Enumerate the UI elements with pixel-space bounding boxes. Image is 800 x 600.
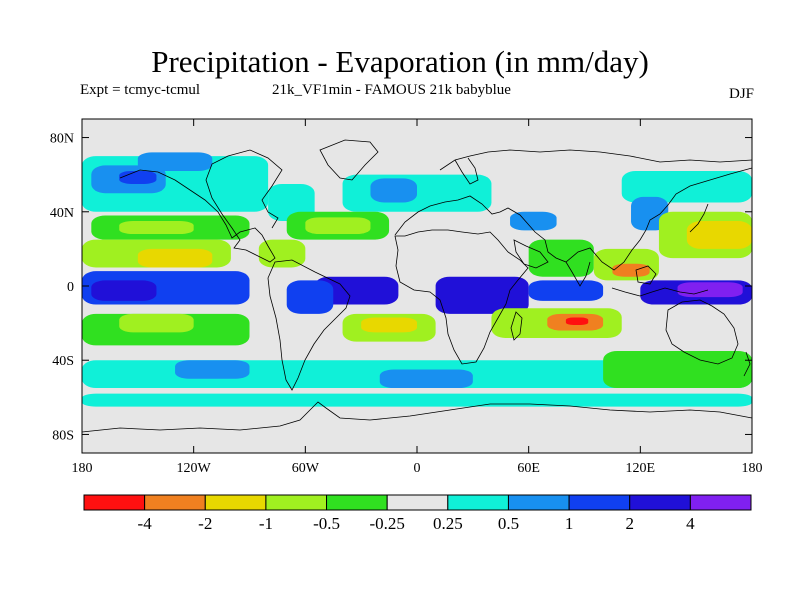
colorbar-label: 4 bbox=[686, 514, 695, 533]
coastline-madagascar bbox=[510, 311, 523, 341]
field-region bbox=[603, 350, 752, 389]
colorbar-label: 1 bbox=[565, 514, 574, 533]
x-tick-label: 60W bbox=[292, 461, 320, 476]
field-region bbox=[286, 280, 334, 314]
x-tick-label: 60E bbox=[517, 461, 540, 476]
x-tick-label: 0 bbox=[414, 461, 421, 476]
field-region bbox=[510, 211, 557, 231]
x-tick-label: 120W bbox=[177, 461, 212, 476]
colorbar: -4 -2 -1 -0.5 -0.25 0.25 0.5 1 2 4 bbox=[83, 494, 752, 533]
field-region bbox=[119, 313, 194, 333]
coastline-africa bbox=[394, 229, 529, 365]
coastline-antarctica bbox=[81, 401, 753, 433]
coastline-japan bbox=[689, 203, 709, 233]
experiment-label: Expt = tcmyc-tcmul bbox=[80, 82, 201, 98]
field-region bbox=[314, 276, 399, 305]
field-region bbox=[119, 170, 157, 184]
colorbar-label: 2 bbox=[625, 514, 634, 533]
colorbar-swatch bbox=[265, 494, 328, 511]
field-region bbox=[621, 170, 752, 203]
y-tick-label: 0 bbox=[67, 280, 74, 295]
colorbar-label: 0.5 bbox=[498, 514, 519, 533]
field-region bbox=[305, 217, 371, 235]
colorbar-swatch bbox=[204, 494, 267, 511]
coastline-greenland bbox=[319, 139, 379, 181]
field-region bbox=[137, 152, 213, 171]
colorbar-swatch bbox=[568, 494, 631, 511]
colorbar-swatch bbox=[326, 494, 388, 511]
y-tick-label: 40N bbox=[50, 206, 74, 221]
coastline-new-zealand bbox=[743, 351, 751, 377]
colorbar-swatch bbox=[386, 494, 449, 511]
coastline-eurasia bbox=[394, 167, 753, 271]
colorbar-swatch bbox=[507, 494, 570, 511]
y-tick-label: 80N bbox=[50, 132, 74, 147]
coastline-borneo bbox=[635, 265, 657, 285]
coastline-australia bbox=[665, 299, 739, 365]
colorbar-label: -4 bbox=[138, 514, 153, 533]
y-tick-label: 80S bbox=[52, 428, 74, 443]
colorbar-swatch bbox=[83, 494, 146, 511]
x-tick-label: 180 bbox=[742, 461, 763, 476]
coastline-layer bbox=[81, 139, 753, 433]
coastline-arabia bbox=[513, 239, 549, 269]
axis-layer: 180 120W 60W 0 60E 120E 180 80N 40N 0 40S 80S bbox=[50, 119, 763, 476]
field-region bbox=[119, 221, 194, 235]
season-label: DJF bbox=[728, 86, 754, 102]
field-layer bbox=[82, 119, 752, 453]
field-region bbox=[528, 280, 604, 301]
colorbar-swatch bbox=[629, 494, 691, 511]
colorbar-label: -0.25 bbox=[369, 514, 404, 533]
x-tick-label: 120E bbox=[626, 461, 656, 476]
field-region bbox=[677, 282, 743, 298]
field-region bbox=[528, 239, 594, 277]
colorbar-label: -2 bbox=[198, 514, 212, 533]
field-region bbox=[361, 317, 417, 333]
coastline-india bbox=[565, 261, 591, 287]
field-region bbox=[686, 221, 752, 249]
coastline-south-america bbox=[267, 259, 351, 391]
field-region bbox=[370, 178, 417, 203]
field-region bbox=[565, 317, 589, 325]
field-region bbox=[175, 360, 250, 379]
field-region bbox=[137, 248, 213, 268]
y-tick-label: 40S bbox=[52, 354, 74, 369]
coastline-north-america bbox=[119, 149, 283, 263]
coastline-scandinavia bbox=[454, 157, 479, 185]
chart-title: Precipitation - Evaporation (in mm/day) bbox=[151, 44, 649, 79]
coastline-indonesia bbox=[611, 287, 709, 297]
field-region bbox=[91, 280, 157, 301]
colorbar-label: 0.25 bbox=[433, 514, 463, 533]
run-label: 21k_VF1min - FAMOUS 21k babyblue bbox=[272, 82, 511, 98]
x-tick-label: 180 bbox=[72, 461, 93, 476]
field-region bbox=[82, 393, 752, 407]
colorbar-swatch bbox=[689, 494, 752, 511]
field-region bbox=[379, 369, 473, 389]
colorbar-swatch bbox=[447, 494, 509, 511]
colorbar-label: -0.5 bbox=[313, 514, 340, 533]
field-region bbox=[612, 263, 650, 277]
colorbar-label: -1 bbox=[259, 514, 273, 533]
coastline-northern-eurasia bbox=[439, 149, 753, 171]
colorbar-swatch bbox=[144, 494, 206, 511]
